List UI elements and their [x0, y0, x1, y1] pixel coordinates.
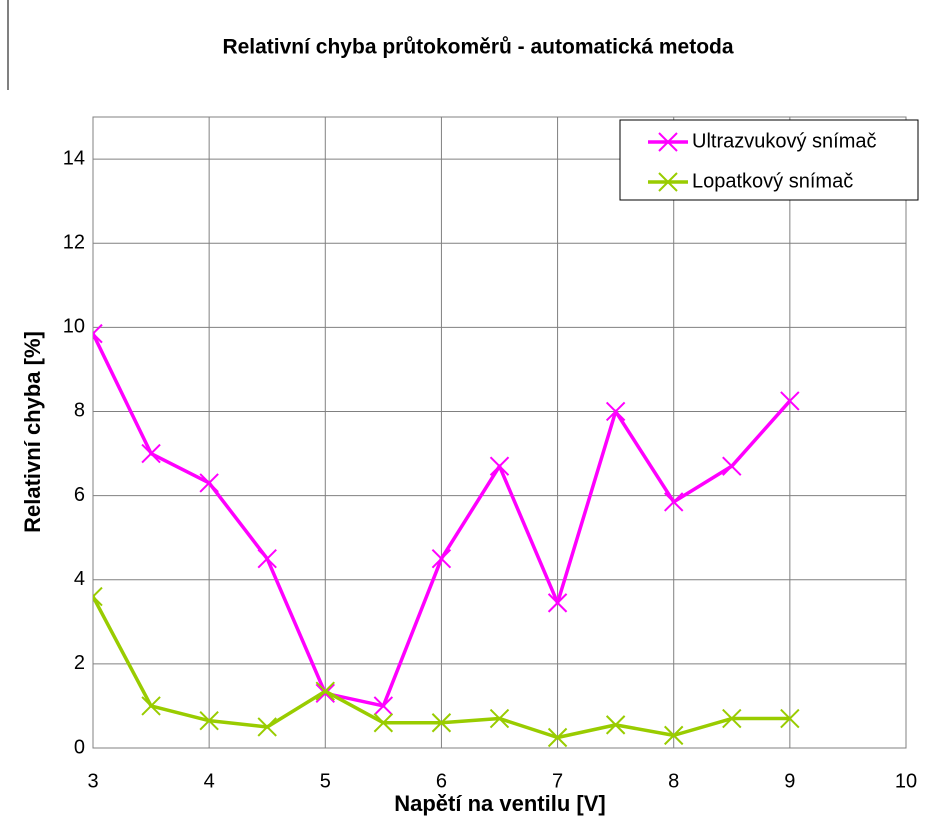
y-tick-label: 14 — [63, 147, 85, 169]
data-point — [199, 473, 219, 493]
data-point — [664, 492, 684, 512]
y-axis-label: Relativní chyba [%] — [20, 331, 45, 533]
x-tick-label: 7 — [552, 770, 563, 792]
data-point — [199, 710, 219, 731]
data-point — [93, 323, 103, 344]
legend-box — [619, 119, 919, 201]
data-point — [722, 456, 742, 476]
data-point — [431, 548, 452, 569]
legend-marker — [658, 172, 678, 192]
x-tick-label: 8 — [668, 770, 679, 792]
x-tick-label: 3 — [87, 770, 98, 792]
data-point — [489, 708, 510, 729]
x-tick-label: 5 — [320, 770, 331, 792]
data-point — [605, 715, 626, 735]
data-point — [605, 401, 626, 422]
plot-border — [92, 116, 907, 749]
data-point — [93, 586, 103, 607]
chart-title: Relativní chyba průtokoměrů - automatick… — [222, 36, 733, 59]
y-tick-label: 8 — [74, 400, 85, 422]
y-tick-label: 6 — [74, 484, 85, 506]
data-point — [431, 713, 452, 733]
data-point — [780, 708, 800, 729]
data-point — [257, 717, 277, 737]
data-point — [373, 713, 394, 733]
data-point — [547, 727, 568, 748]
x-axis-label: Napětí na ventilu [V] — [394, 791, 605, 816]
y-tick-label: 0 — [74, 736, 85, 758]
legend-marker — [658, 132, 678, 152]
data-point — [141, 443, 161, 464]
legend-label: Lopatkový snímač — [692, 170, 853, 192]
y-tick-label: 12 — [63, 231, 85, 253]
x-tick-label: 9 — [784, 770, 795, 792]
y-tick-label: 2 — [74, 652, 85, 674]
x-tick-label: 10 — [895, 770, 917, 792]
data-point — [547, 593, 568, 613]
x-tick-label: 4 — [204, 770, 215, 792]
data-point — [489, 456, 510, 476]
y-tick-label: 4 — [74, 568, 85, 590]
data-point — [141, 696, 161, 716]
data-point — [257, 548, 277, 569]
data-point — [373, 696, 394, 716]
data-point — [722, 708, 742, 729]
data-point — [315, 681, 335, 701]
legend-label: Ultrazvukový snímač — [692, 130, 877, 152]
y-tick-label: 10 — [63, 316, 85, 338]
data-point — [780, 391, 800, 411]
x-tick-label: 6 — [436, 770, 447, 792]
data-point — [664, 725, 684, 746]
data-point — [315, 683, 335, 704]
